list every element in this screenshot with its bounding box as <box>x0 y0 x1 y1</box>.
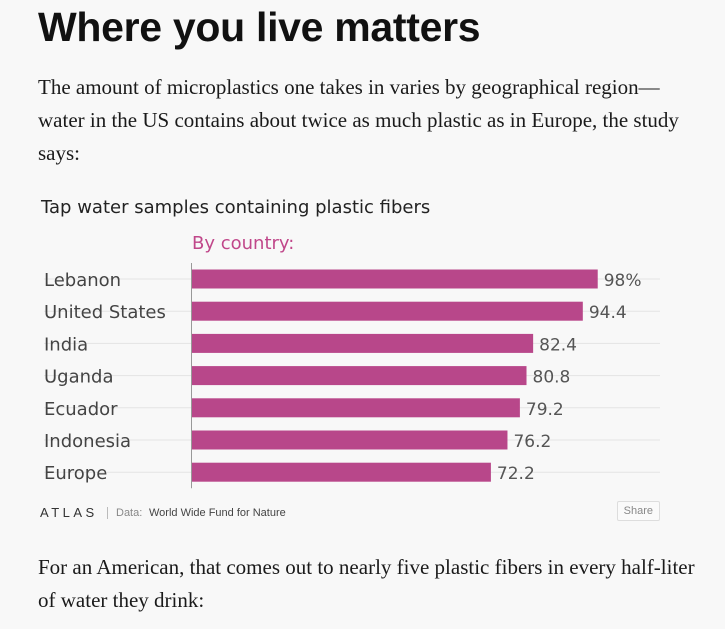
atlas-logo[interactable]: ATLAS <box>40 505 98 520</box>
bar <box>192 301 583 321</box>
source-name: World Wide Fund for Nature <box>149 507 286 519</box>
category-label: Uganda <box>44 367 114 388</box>
bar <box>192 430 508 450</box>
chart-subtitle: By country: <box>192 233 295 254</box>
category-label: Ecuador <box>44 399 118 420</box>
chart-title: Tap water samples containing plastic fib… <box>41 197 431 218</box>
value-label: 82.4 <box>539 335 577 355</box>
share-button[interactable]: Share <box>616 501 660 521</box>
bar <box>192 462 491 482</box>
value-label: 79.2 <box>526 400 564 420</box>
category-label: United States <box>44 302 166 323</box>
value-label: 76.2 <box>513 432 551 452</box>
category-label: Lebanon <box>44 270 121 291</box>
chart-footer: ATLAS Data: World Wide Fund for Nature S… <box>40 501 660 524</box>
bar-chart: Lebanon 98% United States 94.4 India 82.4 Ugan… <box>44 263 660 489</box>
value-label: 94.4 <box>589 303 627 323</box>
category-label: Europe <box>44 463 107 484</box>
value-label: 80.8 <box>533 368 571 388</box>
category-label: Indonesia <box>44 431 131 452</box>
footer-divider <box>107 507 108 519</box>
value-label: 72.2 <box>497 464 535 484</box>
bar <box>192 333 534 353</box>
category-label: India <box>44 334 88 355</box>
value-label: 98% <box>604 271 642 291</box>
source-label: Data: <box>116 507 143 519</box>
bar <box>192 269 598 289</box>
outro-paragraph: For an American, that comes out to nearl… <box>38 555 695 612</box>
bar <box>192 366 527 386</box>
article-headline: Where you live matters <box>38 4 481 50</box>
bar <box>192 398 520 418</box>
intro-paragraph: The amount of microplastics one takes in… <box>38 75 679 165</box>
